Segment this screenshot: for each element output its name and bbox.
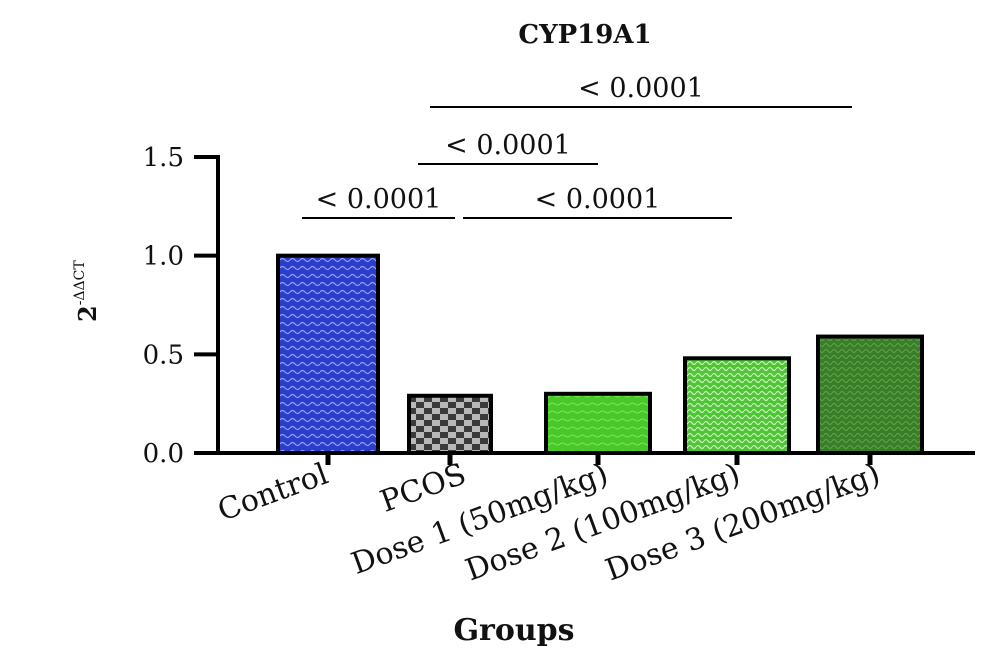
y-axis-title-sup: -ΔΔCT (72, 260, 88, 306)
significance-label-4: < 0.0001 (578, 73, 704, 104)
bar-5 (816, 334, 924, 455)
y-tick-label-0: 0.0 (143, 439, 184, 469)
significance-label-1: < 0.0001 (316, 184, 442, 215)
y-tick-label-2: 1.0 (143, 242, 184, 272)
x-tick-label-1: Control (213, 457, 332, 529)
x-axis-title: Groups (453, 613, 574, 648)
chart-title: CYP19A1 (518, 20, 651, 50)
y-tick-label-3: 1.5 (143, 143, 184, 173)
bar-4 (683, 356, 791, 455)
y-axis-title: 2-ΔΔCT (72, 260, 102, 322)
bar-3 (544, 391, 652, 455)
y-tick-label-1: 0.5 (143, 340, 184, 370)
significance-label-3: < 0.0001 (445, 130, 571, 161)
y-axis-title-base: 2 (73, 305, 102, 322)
bar-1 (276, 253, 380, 455)
svg-text:2-ΔΔCT: 2-ΔΔCT (72, 260, 102, 322)
bar-2 (407, 393, 493, 456)
significance-label-2: < 0.0001 (535, 184, 661, 215)
